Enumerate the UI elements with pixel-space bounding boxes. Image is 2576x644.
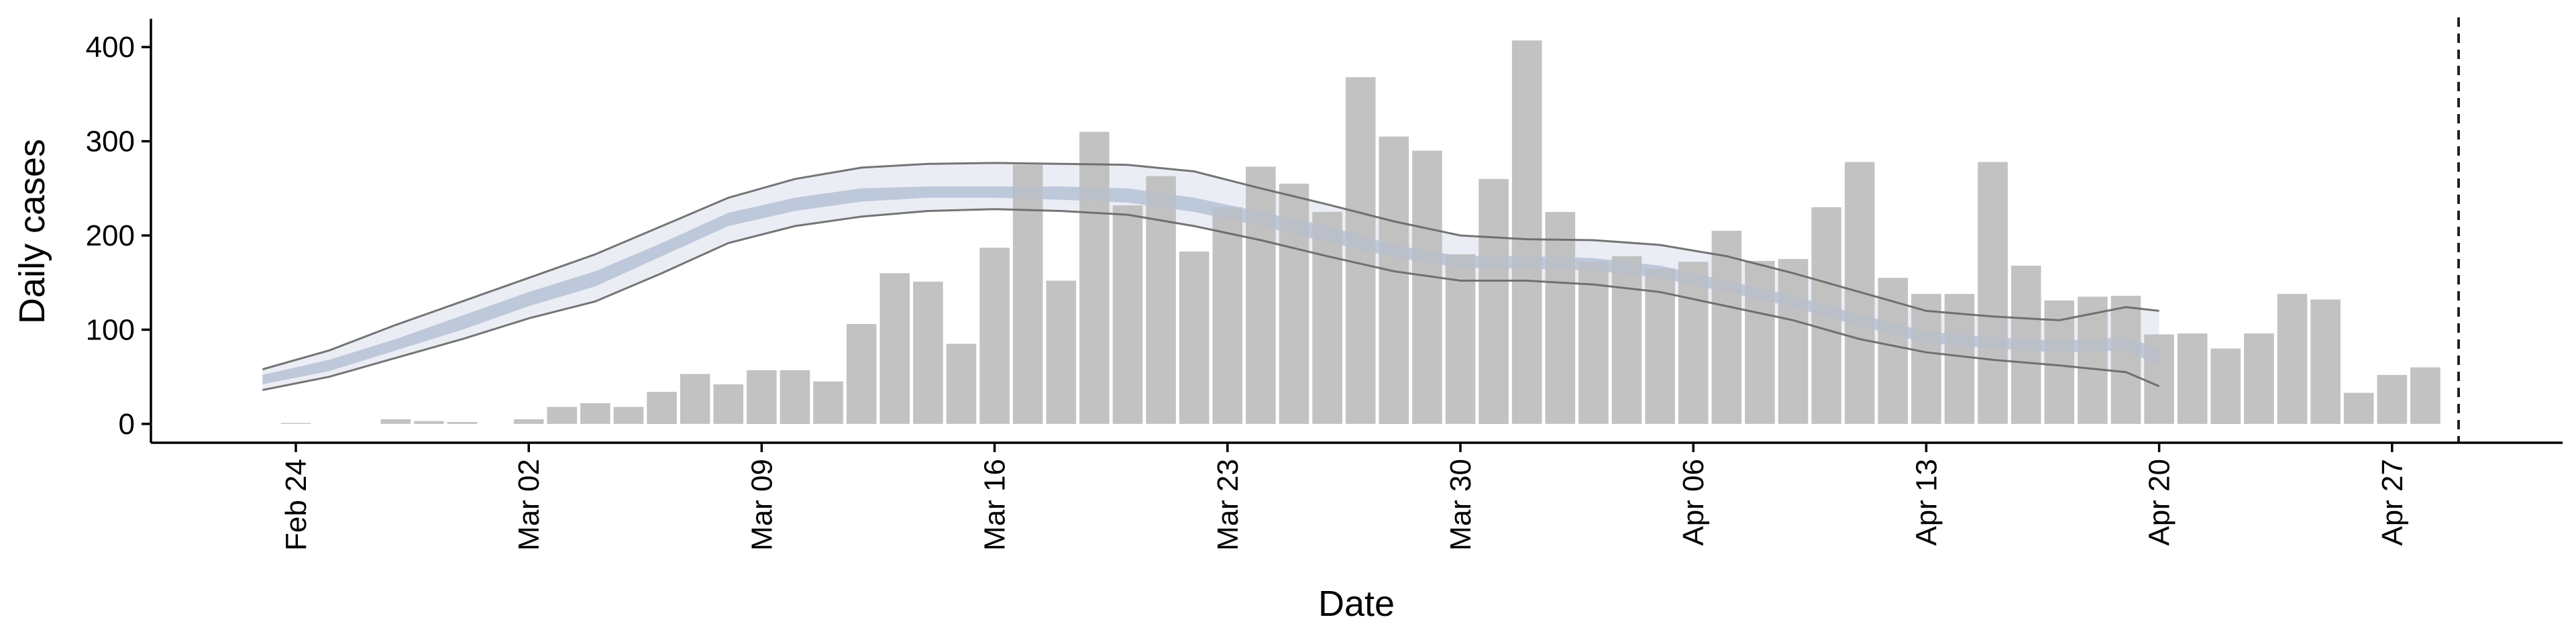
band-upper-line xyxy=(262,162,2159,370)
bar-2020-03-19 xyxy=(1079,131,1110,424)
bar-2020-03-28 xyxy=(1379,136,1409,424)
bar-2020-03-30 xyxy=(1445,254,1476,424)
bar-2020-03-22 xyxy=(1179,251,1210,424)
bar-2020-04-27 xyxy=(2377,374,2408,424)
y-tick-label-200: 200 xyxy=(86,219,135,252)
bar-2020-04-23 xyxy=(2244,333,2274,424)
x-tick-label-2020-03-09: Mar 09 xyxy=(745,459,778,551)
bar-2020-04-24 xyxy=(2277,294,2308,424)
bar-2020-03-25 xyxy=(1279,183,1309,424)
bar-2020-04-13 xyxy=(1911,294,1941,424)
bar-2020-04-04 xyxy=(1611,256,1642,424)
bar-2020-02-28 xyxy=(414,421,444,424)
band-lower-line xyxy=(262,208,2160,391)
bar-2020-04-28 xyxy=(2410,367,2440,424)
bar-2020-03-02 xyxy=(513,419,544,424)
bar-2020-03-16 xyxy=(979,248,1010,424)
bar-2020-04-22 xyxy=(2210,348,2241,424)
bar-2020-03-05 xyxy=(613,407,644,424)
bar-2020-04-14 xyxy=(1944,294,1975,424)
bar-2020-03-17 xyxy=(1012,164,1043,424)
bar-2020-04-20 xyxy=(2144,334,2174,424)
x-tick-label-2020-04-20: Apr 20 xyxy=(2143,459,2176,546)
x-tick-label-2020-03-16: Mar 16 xyxy=(979,459,1012,551)
band-outer-area xyxy=(262,162,2159,390)
bar-2020-03-21 xyxy=(1146,176,1176,424)
bar-2020-04-07 xyxy=(1711,231,1742,424)
bar-2020-04-21 xyxy=(2177,333,2208,424)
y-tick-label-0: 0 xyxy=(119,408,135,441)
bar-2020-04-12 xyxy=(1878,278,1909,424)
bar-2020-04-08 xyxy=(1745,260,1775,424)
y-tick-label-400: 400 xyxy=(86,31,135,64)
bar-2020-03-08 xyxy=(713,384,744,424)
bar-2020-04-16 xyxy=(2010,266,2041,424)
y-tick-label-300: 300 xyxy=(86,125,135,158)
bar-2020-04-25 xyxy=(2310,299,2341,424)
bar-2020-03-29 xyxy=(1412,150,1442,424)
bars-group xyxy=(280,40,2440,424)
bar-2020-03-31 xyxy=(1479,178,1509,424)
bar-2020-04-06 xyxy=(1678,262,1709,424)
bar-2020-03-10 xyxy=(780,370,810,424)
bar-2020-02-29 xyxy=(447,422,478,424)
bar-2020-04-18 xyxy=(2078,297,2108,424)
bar-2020-02-24 xyxy=(280,423,311,424)
bar-2020-03-26 xyxy=(1312,211,1342,424)
bar-2020-04-15 xyxy=(1978,162,2008,424)
bar-2020-03-07 xyxy=(680,374,710,424)
overlay-group xyxy=(262,17,2460,443)
x-tick-label-2020-04-13: Apr 13 xyxy=(1910,459,1943,546)
bar-2020-04-09 xyxy=(1778,259,1809,424)
x-tick-label-2020-03-23: Mar 23 xyxy=(1212,459,1244,551)
y-tick-label-100: 100 xyxy=(86,313,135,346)
bar-2020-03-03 xyxy=(547,407,578,424)
bar-2020-03-18 xyxy=(1046,280,1077,424)
x-tick-label-2020-04-27: Apr 27 xyxy=(2376,459,2409,546)
bar-2020-03-27 xyxy=(1345,77,1376,424)
bar-2020-04-01 xyxy=(1511,40,1542,424)
y-axis-title: Daily cases xyxy=(12,139,52,324)
bar-2020-03-14 xyxy=(913,281,943,424)
estimate-band-group xyxy=(262,162,2159,390)
bar-2020-02-27 xyxy=(380,419,411,424)
bar-2020-03-15 xyxy=(946,343,977,424)
bar-2020-04-10 xyxy=(1811,207,1841,424)
bar-2020-03-23 xyxy=(1212,207,1243,424)
bar-2020-03-06 xyxy=(647,392,677,424)
bar-2020-04-26 xyxy=(2343,392,2374,424)
x-axis-title: Date xyxy=(1318,584,1395,624)
bar-2020-03-12 xyxy=(846,324,877,424)
bar-2020-04-03 xyxy=(1578,262,1609,424)
x-tick-label-2020-03-02: Mar 02 xyxy=(513,459,545,551)
bar-2020-03-20 xyxy=(1112,205,1143,424)
bar-2020-03-09 xyxy=(747,370,777,424)
axes-group: 0 100 200 300 400 Feb 24 Mar 02 Mar 09 Mar 16 Mar… xyxy=(86,19,2563,551)
bar-2020-04-02 xyxy=(1545,211,1576,424)
bar-2020-03-04 xyxy=(580,403,610,424)
bar-2020-03-24 xyxy=(1246,166,1276,424)
x-tick-label-2020-03-30: Mar 30 xyxy=(1444,459,1477,551)
x-tick-label-2020-02-24: Feb 24 xyxy=(280,459,313,551)
bar-2020-03-13 xyxy=(879,273,910,424)
bar-2020-03-11 xyxy=(813,381,843,424)
bar-2020-04-19 xyxy=(2110,295,2141,424)
x-tick-label-2020-04-06: Apr 06 xyxy=(1677,459,1710,546)
